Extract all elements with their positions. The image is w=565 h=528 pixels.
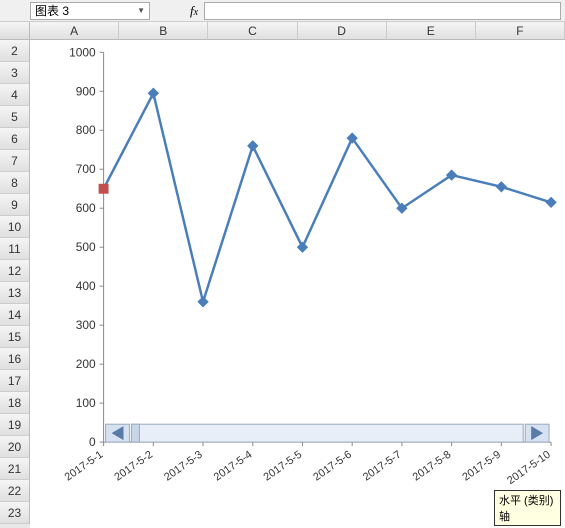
column-header[interactable]: B — [119, 22, 208, 40]
x-tick-label: 2017-5-9 — [460, 449, 503, 484]
row-header[interactable]: 21 — [0, 458, 30, 480]
row-header[interactable]: 12 — [0, 260, 30, 282]
chart-marker[interactable] — [546, 197, 556, 207]
y-tick-label: 400 — [76, 279, 96, 293]
y-tick-label: 800 — [76, 123, 96, 137]
row-header[interactable]: 11 — [0, 238, 30, 260]
row-header[interactable]: 5 — [0, 106, 30, 128]
row-header[interactable]: 2 — [0, 40, 30, 62]
row-header[interactable]: 8 — [0, 172, 30, 194]
row-header[interactable]: 15 — [0, 326, 30, 348]
chart-marker[interactable] — [248, 141, 258, 151]
x-tick-label: 2017-5-6 — [311, 449, 354, 484]
y-tick-label: 100 — [76, 396, 96, 410]
row-header[interactable]: 9 — [0, 194, 30, 216]
row-header[interactable]: 20 — [0, 436, 30, 458]
column-header[interactable]: E — [387, 22, 476, 40]
column-header[interactable]: C — [208, 22, 297, 40]
formula-bar[interactable] — [204, 2, 561, 20]
row-header[interactable]: 16 — [0, 348, 30, 370]
row-header[interactable]: 6 — [0, 128, 30, 150]
x-tick-label: 2017-5-5 — [261, 449, 304, 484]
x-tick-label: 2017-5-1 — [63, 449, 106, 484]
chart-scroll-thumb[interactable] — [131, 424, 139, 442]
x-tick-label: 2017-5-3 — [162, 449, 205, 484]
y-tick-label: 500 — [76, 240, 96, 254]
x-tick-label: 2017-5-10 — [505, 449, 553, 487]
row-header[interactable]: 18 — [0, 392, 30, 414]
axis-tooltip: 水平 (类别) 轴 — [494, 490, 561, 526]
y-tick-label: 600 — [76, 201, 96, 215]
row-header[interactable]: 7 — [0, 150, 30, 172]
row-header[interactable]: 23 — [0, 502, 30, 524]
chart-marker[interactable] — [496, 182, 506, 192]
column-header[interactable]: F — [476, 22, 565, 40]
column-headers: ABCDEF — [30, 22, 565, 40]
row-header[interactable]: 17 — [0, 370, 30, 392]
row-header[interactable]: 10 — [0, 216, 30, 238]
row-header[interactable]: 13 — [0, 282, 30, 304]
select-all-corner[interactable] — [0, 22, 30, 40]
name-box-text: 图表 3 — [35, 2, 69, 19]
grid-area: ABCDEF 0 100 200 300 400 500 600 700 800 900 1000 2… — [30, 22, 565, 528]
y-tick-label: 1000 — [69, 45, 96, 59]
row-header[interactable]: 4 — [0, 84, 30, 106]
y-tick-label: 300 — [76, 318, 96, 332]
x-tick-label: 2017-5-4 — [212, 449, 255, 484]
y-tick-label: 200 — [76, 357, 96, 371]
row-headers: 234567891011121314151617181920212223 — [0, 22, 30, 528]
chart-marker[interactable] — [198, 297, 208, 307]
column-header[interactable]: D — [298, 22, 387, 40]
dropdown-icon[interactable]: ▼ — [137, 6, 145, 15]
chart-object[interactable]: 0 100 200 300 400 500 600 700 800 900 1000 2017-5-1… — [34, 42, 561, 524]
chart-series-line[interactable] — [104, 93, 551, 302]
y-tick-label: 700 — [76, 162, 96, 176]
fx-icon[interactable]: fx — [190, 3, 198, 19]
row-header[interactable]: 3 — [0, 62, 30, 84]
x-tick-label: 2017-5-8 — [411, 449, 454, 484]
toolbar: 图表 3 ▼ fx — [0, 0, 565, 22]
y-tick-label: 0 — [89, 435, 96, 449]
line-chart: 0 100 200 300 400 500 600 700 800 900 1000 2017-5-1… — [34, 42, 561, 524]
chart-marker[interactable] — [148, 88, 158, 98]
worksheet: 234567891011121314151617181920212223 ABC… — [0, 22, 565, 528]
row-header[interactable]: 14 — [0, 304, 30, 326]
y-tick-label: 900 — [76, 84, 96, 98]
x-tick-label: 2017-5-7 — [361, 449, 404, 484]
chart-marker-first[interactable] — [99, 184, 108, 193]
chart-marker[interactable] — [298, 242, 308, 252]
chart-scroll-track[interactable] — [131, 424, 523, 442]
x-tick-label: 2017-5-2 — [112, 449, 155, 484]
name-box[interactable]: 图表 3 ▼ — [30, 2, 150, 20]
row-header[interactable]: 22 — [0, 480, 30, 502]
column-header[interactable]: A — [30, 22, 119, 40]
row-header[interactable]: 19 — [0, 414, 30, 436]
